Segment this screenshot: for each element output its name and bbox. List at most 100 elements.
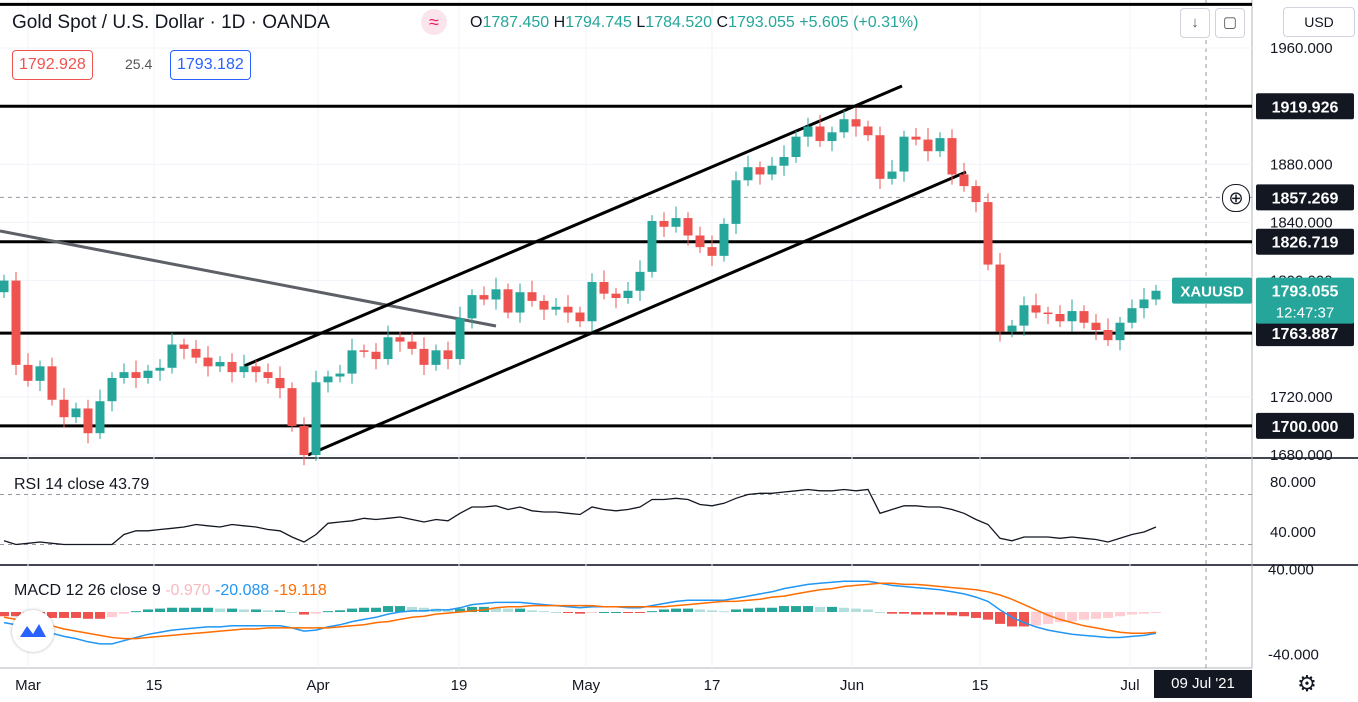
macd-hist-bar — [1139, 612, 1149, 614]
candle-body — [1055, 314, 1065, 322]
candle-body — [1115, 322, 1125, 341]
macd-hist-bar — [0, 612, 9, 617]
candle-body — [947, 138, 957, 175]
macd-hist-bar — [899, 612, 909, 614]
crosshair-label: 1857.269 — [1272, 190, 1339, 207]
candle-body — [0, 280, 9, 293]
macd-hist-bar — [443, 609, 453, 612]
currency-button[interactable]: USD — [1283, 7, 1355, 37]
candle-body — [95, 401, 105, 434]
candle-body — [167, 344, 177, 368]
candle-body — [275, 377, 285, 389]
macd-hist-bar — [515, 608, 525, 612]
candle-body — [1019, 305, 1029, 326]
candle-body — [71, 408, 81, 418]
candle-body — [1139, 299, 1149, 309]
macd-hist-bar — [71, 612, 81, 618]
candle-body — [923, 139, 933, 152]
macd-line — [3, 580, 1157, 645]
x-tick-label: 17 — [704, 677, 721, 694]
rsi-tick-label: 40.000 — [1270, 524, 1316, 541]
macd-hist-bar — [803, 606, 813, 612]
candle-body — [479, 295, 489, 300]
symbol-title[interactable]: Gold Spot / U.S. Dollar · 1D · OANDA — [12, 12, 330, 33]
candle-body — [1127, 308, 1137, 323]
candle-body — [1079, 311, 1089, 323]
wave-icon[interactable]: ≈ — [421, 9, 447, 35]
macd-hist-bar — [827, 606, 837, 612]
y-tick-label: 1720.000 — [1270, 389, 1333, 406]
candle-body — [587, 282, 597, 322]
rsi-line — [3, 488, 1157, 546]
candle-body — [851, 119, 861, 127]
channel-upper-line — [243, 84, 903, 368]
candle-body — [311, 382, 321, 455]
macd-hist-bar — [155, 608, 165, 612]
tradingview-logo[interactable] — [12, 610, 54, 652]
macd-hist-bar — [1019, 612, 1029, 627]
candle-body — [347, 350, 357, 374]
declining-trend-line — [0, 229, 497, 328]
level-label: 1763.887 — [1272, 326, 1339, 343]
date-badge: 09 Jul '21 — [1154, 670, 1252, 698]
macd-hist-bar — [839, 607, 849, 612]
macd-hist-bar — [671, 608, 681, 612]
candle-body — [239, 366, 249, 373]
macd-hist-bar — [851, 608, 861, 612]
x-tick-label: 19 — [451, 677, 468, 694]
candle-body — [35, 366, 45, 381]
candle-body — [1103, 329, 1113, 341]
buy-button[interactable]: 1793.182 — [170, 50, 251, 80]
macd-tick-label: 40.000 — [1268, 562, 1314, 579]
macd-hist-bar — [1007, 612, 1017, 627]
level-label: 1826.719 — [1272, 235, 1339, 252]
candle-body — [359, 350, 369, 352]
rsi-name: RSI 14 close — [14, 476, 105, 493]
macd-hist-bar — [875, 612, 885, 613]
candle-body — [815, 126, 825, 142]
candle-body — [911, 136, 921, 140]
rsi-value: 43.79 — [109, 476, 150, 493]
macd-hist-bar — [743, 608, 753, 612]
macd-hist-bar — [347, 608, 357, 612]
macd-hist-bar — [1103, 612, 1113, 618]
macd-hist-bar — [539, 611, 549, 613]
square-icon[interactable]: ▢ — [1215, 8, 1245, 38]
arrow-down-icon[interactable]: ↓ — [1180, 8, 1210, 38]
candle-body — [47, 366, 57, 400]
candle-body — [743, 167, 753, 181]
candle-body — [899, 136, 909, 172]
candle-body — [659, 220, 669, 227]
macd-hist-bar — [755, 607, 765, 612]
candle-body — [635, 271, 645, 291]
macd-hist-bar — [863, 609, 873, 612]
x-tick-label: May — [572, 677, 601, 694]
candle-body — [443, 350, 453, 360]
crosshair-add-icon[interactable]: ⊕ — [1222, 184, 1250, 212]
macd-hist-bar — [263, 610, 273, 612]
macd-hist-bar — [767, 607, 777, 612]
macd-hist-bar — [647, 611, 657, 613]
candle-body — [623, 290, 633, 299]
crosshair-label-bg — [1256, 184, 1354, 211]
sell-button[interactable]: 1792.928 — [12, 50, 93, 80]
candle-body — [1151, 290, 1161, 300]
candle-body — [299, 425, 309, 455]
macd-hist-bar — [167, 607, 177, 612]
macd-signal-value: -19.118 — [273, 582, 327, 599]
candle-body — [191, 348, 201, 358]
macd-hist-bar — [143, 609, 153, 612]
macd-hist-bar — [383, 606, 393, 612]
gear-icon[interactable]: ⚙ — [1297, 671, 1317, 696]
level-label: 1700.000 — [1272, 419, 1339, 436]
candle-body — [1007, 325, 1017, 332]
macd-hist-bar — [1127, 612, 1137, 615]
candle-body — [695, 235, 705, 248]
macd-hist-bar — [359, 607, 369, 612]
macd-hist-bar — [1151, 612, 1161, 613]
level-label-bg — [1256, 412, 1354, 439]
candle-body — [107, 377, 117, 402]
high-label: H — [553, 14, 566, 31]
macd-value: -20.088 — [215, 582, 270, 599]
